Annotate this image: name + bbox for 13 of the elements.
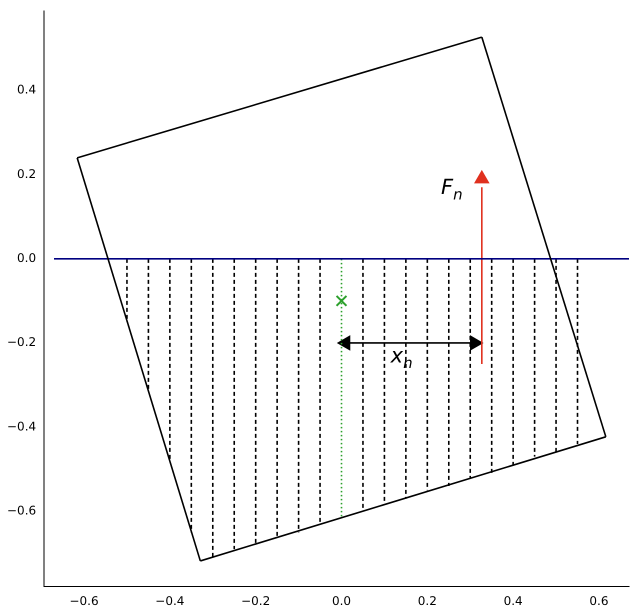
y-tick-label: 0.2 bbox=[17, 166, 36, 181]
x-tick-label: 0.2 bbox=[418, 594, 437, 608]
x-tick-label: 0.4 bbox=[504, 594, 523, 608]
x-tick-label: −0.6 bbox=[69, 594, 99, 608]
y-tick-label: −0.4 bbox=[7, 419, 36, 434]
x-tick-label: 0.6 bbox=[589, 594, 609, 608]
y-tick-label: −0.6 bbox=[7, 503, 36, 518]
y-tick-label: 0.4 bbox=[17, 82, 36, 97]
y-tick-label: 0.0 bbox=[17, 250, 36, 265]
x-tick-label: −0.4 bbox=[155, 594, 184, 608]
y-tick-label: −0.2 bbox=[7, 335, 36, 350]
x-tick-label: −0.2 bbox=[241, 594, 270, 608]
x-tick-label: 0.0 bbox=[332, 594, 352, 608]
